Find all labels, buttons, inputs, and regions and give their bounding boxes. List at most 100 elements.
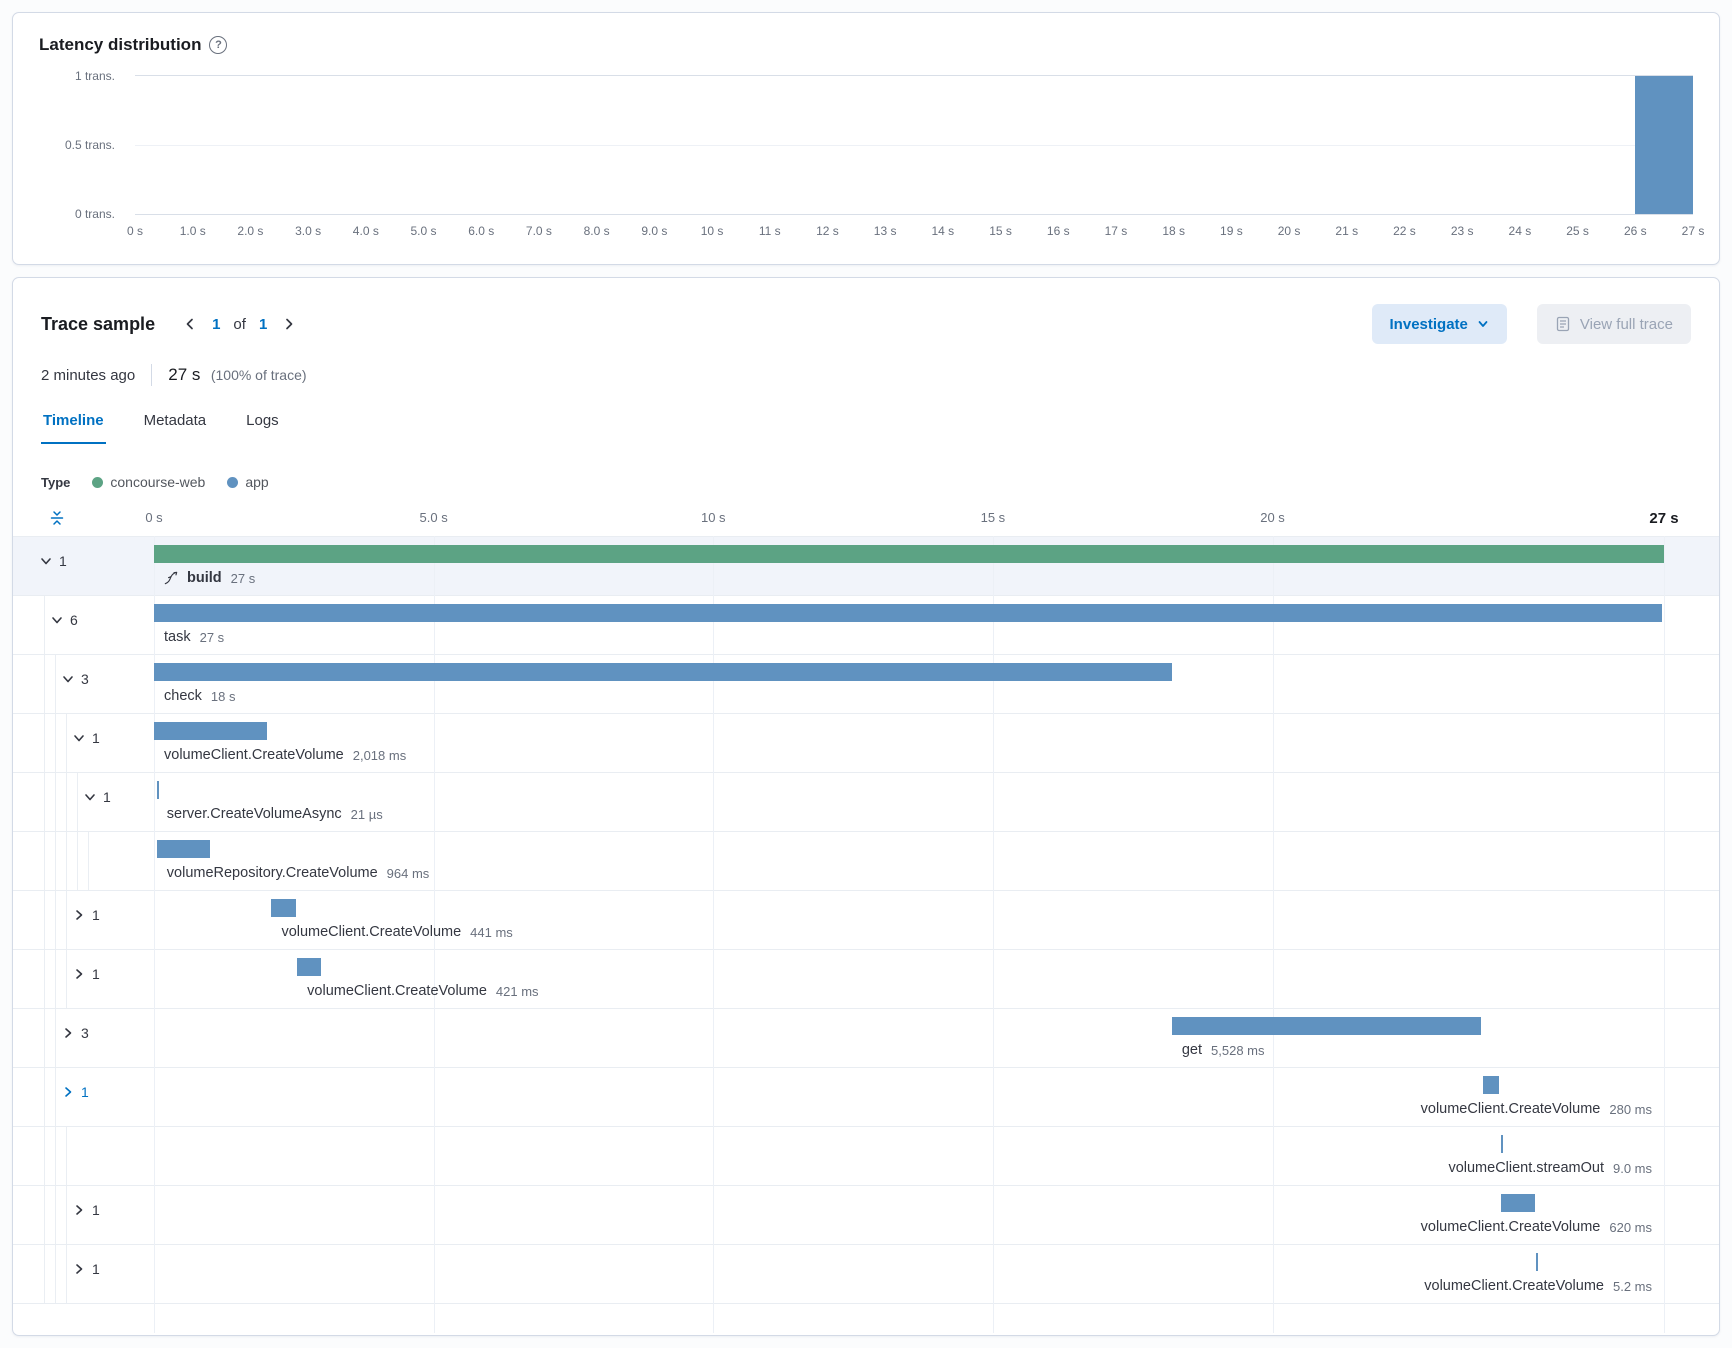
span-name: get — [1181, 1042, 1203, 1058]
span-label[interactable]: check 18 s — [164, 688, 235, 704]
span-duration-bar[interactable] — [154, 604, 1663, 622]
span-duration-bar[interactable] — [1500, 1135, 1504, 1153]
span-duration-bar[interactable] — [1535, 1253, 1539, 1271]
span-duration-bar[interactable] — [1500, 1194, 1536, 1212]
row-expand-toggle[interactable]: 1 — [39, 553, 67, 569]
span-name: server.CreateVolumeAsync — [166, 806, 342, 822]
span-label[interactable]: volumeClient.CreateVolume 441 ms — [281, 924, 512, 940]
span-name: volumeClient.CreateVolume — [1420, 1101, 1601, 1117]
span-duration-bar[interactable] — [1483, 1076, 1499, 1094]
waterfall-row[interactable]: volumeRepository.CreateVolume 964 ms — [13, 831, 1719, 890]
waterfall-row[interactable]: 1 volumeClient.CreateVolume 5.2 ms — [13, 1244, 1719, 1303]
row-expand-toggle[interactable]: 1 — [72, 966, 100, 982]
span-duration: 964 ms — [386, 865, 430, 881]
next-trace-button[interactable] — [280, 315, 298, 333]
tree-guide-line — [66, 891, 67, 949]
latency-bucket-bar[interactable] — [1635, 76, 1693, 214]
span-name: volumeClient.CreateVolume — [1424, 1278, 1604, 1294]
span-label[interactable]: build 27 s — [164, 570, 255, 586]
child-count: 1 — [92, 966, 100, 982]
waterfall-row[interactable]: 1 volumeClient.CreateVolume 280 ms — [13, 1067, 1719, 1126]
span-label[interactable]: get 5,528 ms — [1182, 1042, 1265, 1058]
tab-timeline[interactable]: Timeline — [41, 412, 106, 444]
waterfall-row[interactable]: 1 server.CreateVolumeAsync 21 µs — [13, 772, 1719, 831]
waterfall-row[interactable]: 1 volumeClient.CreateVolume 2,018 ms — [13, 713, 1719, 772]
waterfall-row[interactable]: 6 task 27 s — [13, 595, 1719, 654]
span-duration: 280 ms — [1609, 1101, 1652, 1117]
current-page-link[interactable]: 1 — [212, 315, 221, 333]
prev-trace-button[interactable] — [181, 315, 199, 333]
span-duration-bar[interactable] — [297, 958, 321, 976]
span-duration-bar[interactable] — [1171, 1017, 1482, 1035]
tree-guide-line — [44, 714, 45, 772]
row-expand-toggle[interactable]: 3 — [61, 1025, 89, 1041]
transaction-icon — [164, 571, 178, 585]
tab-logs[interactable]: Logs — [244, 412, 281, 444]
waterfall-row[interactable]: 1 volumeClient.CreateVolume 620 ms — [13, 1185, 1719, 1244]
span-label[interactable]: volumeClient.CreateVolume 2,018 ms — [164, 747, 406, 763]
child-count: 1 — [59, 553, 67, 569]
row-expand-toggle[interactable]: 1 — [72, 1261, 100, 1277]
span-label[interactable]: volumeClient.CreateVolume 5.2 ms — [1424, 1278, 1652, 1294]
investigate-button[interactable]: Investigate — [1371, 304, 1507, 344]
span-label[interactable]: volumeClient.CreateVolume 280 ms — [1421, 1101, 1652, 1117]
waterfall-row[interactable]: 1 volumeClient.CreateVolume 441 ms — [13, 890, 1719, 949]
timeline-tick: 27 s — [1649, 510, 1679, 527]
row-expand-toggle[interactable]: 1 — [61, 1084, 89, 1100]
trace-tabs: Timeline Metadata Logs — [13, 412, 1719, 444]
tree-guide-line — [55, 1009, 56, 1067]
legend-item-concourse-web: concourse-web — [92, 474, 205, 490]
span-duration: 421 ms — [495, 983, 539, 999]
trace-duration: 27 s — [168, 365, 201, 384]
tree-guide-line — [44, 773, 45, 831]
span-label[interactable]: volumeRepository.CreateVolume 964 ms — [167, 865, 430, 881]
view-full-trace-button[interactable]: View full trace — [1536, 304, 1691, 344]
tree-guide-line — [66, 1245, 67, 1303]
span-duration-bar[interactable] — [271, 899, 297, 917]
legend-dot — [227, 476, 239, 488]
chevron-right-icon — [76, 910, 83, 920]
total-pages-link[interactable]: 1 — [258, 315, 268, 333]
row-expand-toggle[interactable]: 1 — [83, 789, 111, 805]
span-label[interactable]: task 27 s — [164, 629, 224, 645]
child-count: 1 — [92, 730, 100, 746]
span-name: volumeClient.CreateVolume — [1420, 1219, 1601, 1235]
waterfall-row[interactable]: 3 check 18 s — [13, 654, 1719, 713]
legend-title: Type — [41, 474, 71, 490]
tab-metadata[interactable]: Metadata — [142, 412, 209, 444]
span-label[interactable]: volumeClient.CreateVolume 421 ms — [307, 983, 538, 999]
tree-guide-line — [44, 832, 45, 890]
timeline-tick: 10 s — [700, 510, 726, 525]
waterfall-row[interactable]: 1 build 27 s — [13, 536, 1719, 595]
x-axis-tick: 3.0 s — [295, 224, 322, 238]
row-expand-toggle[interactable]: 6 — [50, 612, 78, 628]
span-duration-bar[interactable] — [154, 663, 1172, 681]
latency-histogram: 1 trans. 0.5 trans. 0 trans. 0 s 1.0 s 2.0 s… — [39, 69, 1704, 246]
span-label[interactable]: server.CreateVolumeAsync 21 µs — [167, 806, 383, 822]
waterfall-row[interactable]: 1 volumeClient.CreateVolume 421 ms — [13, 949, 1719, 1008]
help-icon[interactable]: ? — [209, 36, 228, 54]
span-label[interactable]: volumeClient.streamOut 9.0 ms — [1448, 1160, 1652, 1176]
chevron-down-icon — [1478, 321, 1488, 327]
row-expand-toggle[interactable]: 1 — [72, 1202, 100, 1218]
row-expand-toggle[interactable]: 3 — [61, 671, 89, 687]
x-axis-tick: 25 s — [1566, 224, 1589, 238]
legend-item-label: concourse-web — [110, 474, 206, 490]
latency-y-axis: 1 trans. 0.5 trans. 0 trans. — [39, 69, 123, 221]
span-duration-bar[interactable] — [156, 840, 211, 858]
span-duration-bar[interactable] — [156, 781, 160, 799]
row-expand-toggle[interactable]: 1 — [72, 907, 100, 923]
span-duration-bar[interactable] — [154, 545, 1664, 563]
waterfall-row[interactable]: volumeClient.streamOut 9.0 ms — [13, 1126, 1719, 1185]
collapse-all-button[interactable] — [47, 508, 67, 531]
waterfall-row[interactable]: 3 get 5,528 ms — [13, 1008, 1719, 1067]
x-axis-tick: 13 s — [873, 224, 897, 238]
row-expand-toggle[interactable]: 1 — [72, 730, 100, 746]
x-axis-tick: 12 s — [816, 224, 839, 238]
trace-timestamp: 2 minutes ago — [41, 366, 136, 384]
tree-guide-line — [44, 1245, 45, 1303]
span-duration-bar[interactable] — [154, 722, 267, 740]
span-label[interactable]: volumeClient.CreateVolume 620 ms — [1421, 1219, 1652, 1235]
span-duration: 5.2 ms — [1612, 1278, 1652, 1294]
chevron-right-icon — [65, 1087, 72, 1097]
